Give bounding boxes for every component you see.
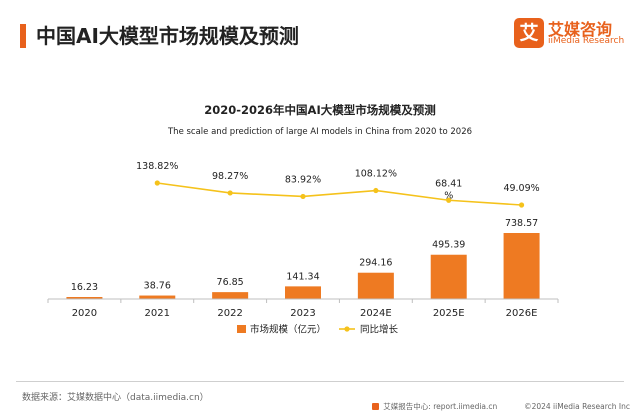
bar-2021 <box>139 295 176 299</box>
growth-label-2024E: 108.12% <box>355 169 397 180</box>
bars-layer: 16.23 38.76 76.85 141.34 294.16 495.39 738.57 <box>66 218 540 299</box>
bar-value-label-2024E: 294.16 <box>359 258 392 269</box>
growth-point-2022 <box>227 190 233 196</box>
bar-value-label-2021: 38.76 <box>144 281 171 292</box>
bar-2026E <box>503 233 540 299</box>
data-source: 数据来源：艾媒数据中心（data.iimedia.cn） <box>22 393 209 403</box>
x-tick-label-2022: 2022 <box>217 308 242 319</box>
growth-point-2024E <box>373 187 379 194</box>
logo-name-cn: 艾媒咨询 <box>548 20 613 39</box>
x-axis: 2020 2021 2022 2023 2024E 2025E 2026E <box>47 298 559 319</box>
footer-divider <box>16 381 624 382</box>
logo-name-en: iiMedia Research <box>548 36 625 46</box>
x-tick-label-2021: 2021 <box>145 308 170 319</box>
bar-value-label-2022: 76.85 <box>217 277 244 288</box>
legend-line-label: 同比增长 <box>360 324 399 336</box>
x-tick-label-2025E: 2025E <box>433 308 465 319</box>
report-center-icon <box>371 403 379 410</box>
bar-2024E <box>357 272 394 299</box>
bar-value-label-2020: 16.23 <box>71 282 98 293</box>
chart-subtitle: The scale and prediction of large AI mod… <box>167 127 472 137</box>
legend-bar-swatch <box>237 325 246 333</box>
growth-point-2021 <box>154 180 160 186</box>
chart-title: 2020-2026年中国AI大模型市场规模及预测 <box>204 103 435 117</box>
bar-2023 <box>285 286 321 299</box>
bar-value-label-2023: 141.34 <box>286 271 319 282</box>
x-tick-label-2023: 2023 <box>290 308 315 319</box>
growth-label-2025E: 68.41% <box>435 178 462 201</box>
page-title: 中国AI大模型市场规模及预测 <box>36 24 299 48</box>
legend-bar-label: 市场规模（亿元） <box>250 324 326 336</box>
bar-2022 <box>212 292 249 299</box>
growth-label-2021: 138.82% <box>136 161 178 172</box>
growth-line-layer: 138.82% 98.27% 83.92% 108.12% 68.41 % 49.09% <box>136 161 540 208</box>
bar-2020 <box>66 297 103 299</box>
legend-line-marker <box>344 326 350 332</box>
growth-label-2026E: 49.09% <box>503 183 539 194</box>
growth-label-2023: 83.92% <box>285 174 321 185</box>
growth-label-2022: 98.27% <box>212 171 248 182</box>
x-tick-label-2020: 2020 <box>72 308 97 319</box>
copyright: ©2024 iiMedia Research Inc <box>524 402 630 411</box>
growth-line <box>157 182 522 206</box>
legend: 市场规模（亿元） 同比增长 <box>237 324 399 336</box>
footer-credits: 艾媒报告中心: report.iimedia.cn ©2024 iiMedia … <box>371 401 630 412</box>
bar-value-label-2026E: 738.57 <box>505 218 538 229</box>
title-accent-bar <box>20 24 26 48</box>
growth-point-2023 <box>300 193 306 200</box>
iimedia-logo: 艾 艾媒咨询 iiMedia Research <box>514 14 626 56</box>
x-tick-label-2026E: 2026E <box>506 308 538 319</box>
growth-point-2026E <box>518 202 525 208</box>
bar-value-label-2025E: 495.39 <box>432 240 465 251</box>
logo-mark-icon: 艾 <box>514 18 544 48</box>
bar-2025E <box>430 254 467 299</box>
x-tick-label-2024E: 2024E <box>360 308 392 319</box>
growth-point-2025E <box>446 197 452 203</box>
report-site: 艾媒报告中心: report.iimedia.cn <box>383 402 498 411</box>
